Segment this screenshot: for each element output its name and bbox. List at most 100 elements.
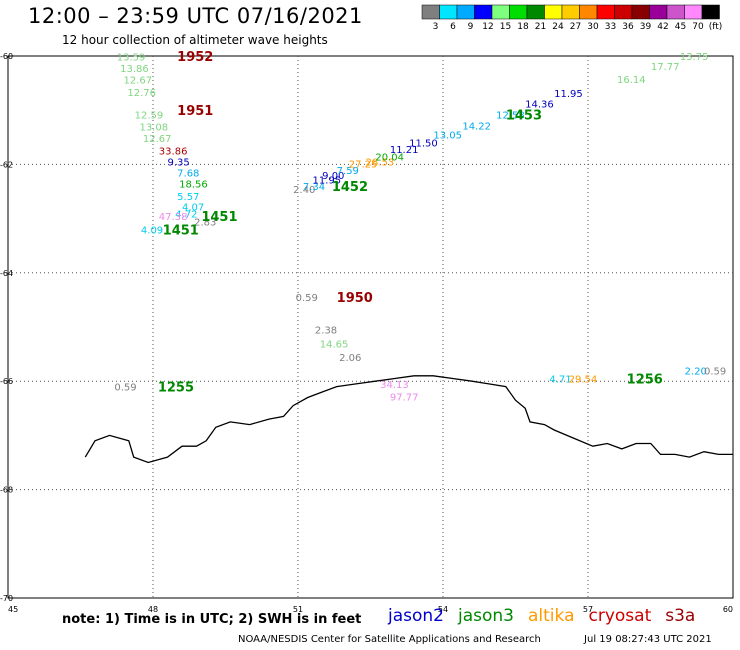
- colorbar-swatch: [456, 4, 475, 20]
- swh-value: 12.76: [127, 88, 156, 99]
- pass-time-label: 1255: [158, 381, 194, 396]
- pass-time-label: 1950: [337, 291, 373, 306]
- colorbar-label: 15: [500, 22, 511, 32]
- x-tick-label: 48: [148, 605, 158, 614]
- colorbar-label: 30: [587, 22, 599, 32]
- swh-value: 13.86: [120, 64, 149, 75]
- colorbar-label: 36: [622, 22, 634, 32]
- pass-time-label: 1452: [332, 180, 368, 195]
- colorbar-swatch: [561, 4, 580, 20]
- swh-value: 0.59: [704, 366, 726, 377]
- satellite-legend-jason3: jason3: [458, 606, 514, 626]
- colorbar-swatch: [421, 4, 440, 20]
- pass-time-label: 1453: [506, 109, 542, 124]
- swh-value: 7.59: [337, 166, 359, 177]
- swh-value: 13.59: [117, 53, 146, 64]
- swh-value: 20.04: [375, 152, 404, 163]
- swh-value: 13.05: [433, 131, 462, 142]
- colorbar-label: 39: [640, 22, 652, 32]
- swh-value: 2.40: [293, 185, 315, 196]
- swh-value: 0.59: [296, 293, 318, 304]
- swh-value: 11.95: [313, 176, 342, 187]
- swh-value: 7.34: [303, 182, 325, 193]
- y-tick-label: -60: [0, 52, 13, 61]
- y-tick-label: -62: [0, 160, 13, 169]
- colorbar-label: 12: [482, 22, 493, 32]
- swh-value: 14.65: [320, 339, 349, 350]
- swh-value: 12.67: [143, 134, 172, 145]
- satellite-legend-altika: altika: [528, 606, 575, 626]
- y-tick-label: -66: [0, 377, 13, 386]
- pass-time-label: 1952: [177, 50, 213, 65]
- satellite-legend-s3a: s3a: [665, 606, 696, 626]
- pass-time-label: 1951: [177, 104, 213, 119]
- swh-value: 28.53: [366, 158, 395, 169]
- swh-value: 18.56: [179, 179, 208, 190]
- swh-value: 12.59: [135, 111, 164, 122]
- timestamp-text: Jul 19 08:27:43 UTC 2021: [584, 634, 712, 645]
- y-tick-label: -64: [0, 269, 13, 278]
- colorbar-swatch: [614, 4, 633, 20]
- swh-value: 17.77: [651, 62, 680, 73]
- swh-value: 9.00: [322, 171, 344, 182]
- colorbar-swatch: [474, 4, 493, 20]
- satellite-legend-jason2: jason2: [388, 606, 444, 626]
- swh-value: 29.54: [569, 374, 598, 385]
- pass-time-label: 1256: [627, 372, 663, 387]
- plot-frame: [7, 55, 734, 599]
- swh-value: 2.38: [315, 326, 337, 337]
- swh-value: 11.50: [409, 139, 438, 150]
- colorbar-label: 21: [535, 22, 546, 32]
- credit-text: NOAA/NESDIS Center for Satellite Applica…: [238, 634, 541, 645]
- x-tick-label: 60: [723, 605, 733, 614]
- chart-subtitle: 12 hour collection of altimeter wave hei…: [62, 33, 328, 47]
- pass-time-label: 1451: [201, 210, 237, 225]
- swh-value: 14.22: [462, 121, 491, 132]
- swh-value: 4.72: [175, 210, 197, 221]
- colorbar-unit: (ft): [709, 22, 723, 32]
- footer-credit: NOAA/NESDIS Center for Satellite Applica…: [238, 634, 712, 645]
- colorbar-label: 9: [468, 22, 474, 32]
- swh-value: 4.71: [549, 374, 571, 385]
- swh-value: 5.57: [177, 192, 199, 203]
- swh-value: 34.13: [380, 380, 409, 391]
- swh-value: 2.20: [685, 366, 707, 377]
- swh-value: 11.95: [554, 89, 583, 100]
- swh-value: 7.68: [177, 169, 199, 180]
- swh-value: 12.58: [496, 111, 525, 122]
- swh-value: 97.77: [390, 392, 419, 403]
- swh-value: 14.36: [525, 100, 554, 111]
- chart-title: 12:00 – 23:59 UTC 07/16/2021: [28, 4, 363, 28]
- colorbar-swatch: [439, 4, 458, 20]
- x-tick-label: 45: [8, 605, 18, 614]
- swh-value: 9.35: [168, 158, 190, 169]
- y-tick-label: -70: [0, 594, 13, 603]
- swh-value: 33.86: [159, 146, 188, 157]
- coastline: [84, 375, 733, 464]
- colorbar-label: 6: [450, 22, 456, 32]
- colorbar-label: 27: [570, 22, 581, 32]
- colorbar-swatch: [684, 4, 703, 20]
- colorbar-swatch: [631, 4, 650, 20]
- pass-time-label: 1451: [163, 223, 199, 238]
- satellite-legend: jason2 jason3 altika cryosat s3a: [388, 606, 709, 626]
- colorbar-swatch: [649, 4, 668, 20]
- swh-value: 12.67: [124, 75, 153, 86]
- swh-value: 2.06: [339, 353, 361, 364]
- swh-value: 11.21: [390, 145, 419, 156]
- colorbar-label: 24: [552, 22, 564, 32]
- swh-value: 4.09: [141, 225, 163, 236]
- swh-value: 27.25: [349, 159, 378, 170]
- colorbar-swatch: [579, 4, 598, 20]
- colorbar-swatch: [509, 4, 528, 20]
- colorbar-label: 45: [675, 22, 686, 32]
- colorbar-swatch: [596, 4, 615, 20]
- colorbar-label: 70: [692, 22, 704, 32]
- colorbar-label: 3: [433, 22, 439, 32]
- swh-value: 2.83: [194, 217, 216, 228]
- swh-value: 16.14: [617, 75, 646, 86]
- colorbar-label: 42: [657, 22, 668, 32]
- swh-value: 4.07: [182, 203, 204, 214]
